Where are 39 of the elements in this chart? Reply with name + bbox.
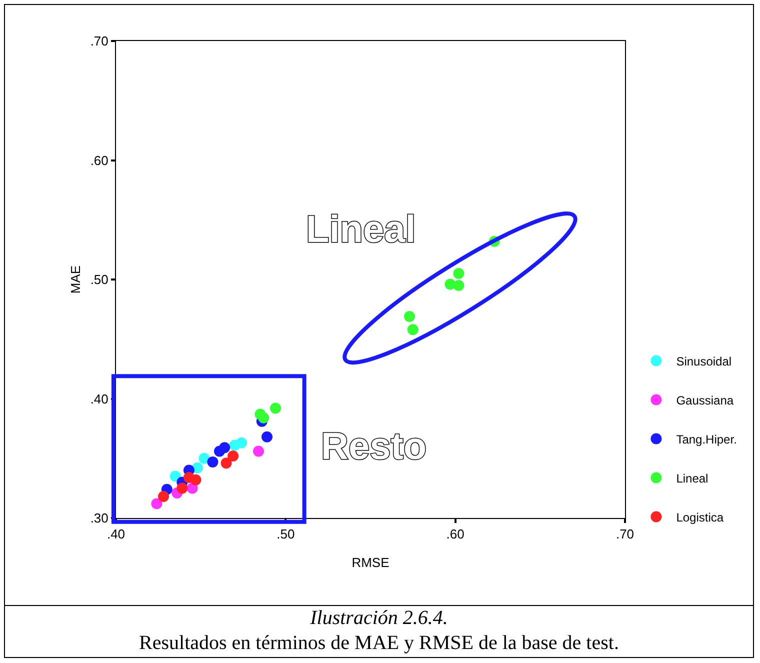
- text: Resultados en términos de MAE y RMSE de la base de test.: [138, 631, 620, 656]
- y-tick-label: .40: [90, 391, 108, 406]
- point: [453, 280, 464, 291]
- x-tick-label: .40: [106, 526, 126, 542]
- point: [407, 324, 418, 336]
- text: Ilustración 2.6.4.: [310, 607, 448, 629]
- x-tick-label: .50: [276, 526, 295, 542]
- point: [214, 446, 225, 457]
- point: [229, 440, 240, 451]
- point: [228, 450, 239, 462]
- point: [207, 456, 218, 468]
- y-tick-label: .50: [90, 272, 108, 288]
- point: [270, 402, 281, 414]
- y-axis-title: MAE: [68, 265, 83, 294]
- legend-label: Lineal: [676, 471, 708, 486]
- point: [198, 452, 210, 464]
- point: [192, 462, 203, 474]
- point: [453, 268, 464, 280]
- point: [253, 446, 264, 457]
- y-tick-label: .70: [90, 34, 108, 49]
- point: [158, 491, 170, 502]
- y-tick-label: .60: [90, 152, 108, 168]
- annotation: Resto: [321, 426, 427, 468]
- point: [258, 412, 270, 424]
- point: [404, 310, 416, 322]
- x-tick-label: .70: [616, 526, 634, 542]
- y-tick-label: .30: [90, 510, 108, 526]
- x-tick-label: .60: [446, 526, 464, 542]
- point: [151, 498, 162, 510]
- annotation: Lineal: [306, 209, 416, 251]
- legend-label: Gaussiana: [676, 393, 734, 408]
- point: [190, 474, 202, 486]
- x-axis-title: RMSE: [352, 555, 390, 570]
- legend-label: Logistica: [676, 510, 724, 524]
- legend-label: Tang.Hiper.: [676, 432, 737, 446]
- point: [262, 431, 272, 442]
- point: [220, 458, 232, 469]
- point: [176, 482, 188, 494]
- legend-label: Sinusoidal: [676, 354, 732, 368]
